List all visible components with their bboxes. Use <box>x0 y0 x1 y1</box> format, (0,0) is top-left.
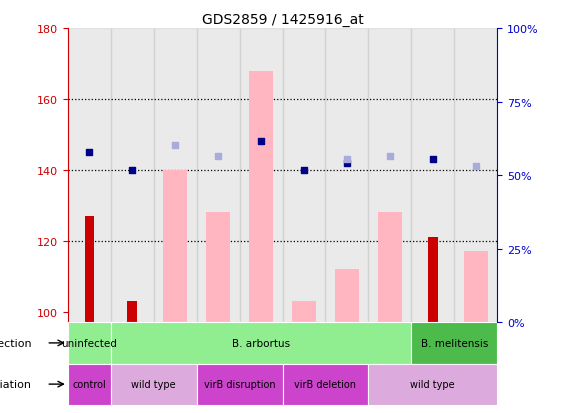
Point <box>385 153 394 159</box>
Bar <box>240 29 282 323</box>
Bar <box>85 216 94 323</box>
Bar <box>197 363 282 405</box>
Bar <box>428 237 437 323</box>
Point <box>171 142 180 149</box>
Bar <box>163 171 187 323</box>
Text: B. arbortus: B. arbortus <box>232 338 290 348</box>
Point <box>342 160 351 166</box>
Text: infection: infection <box>0 338 31 348</box>
Bar <box>464 252 488 323</box>
Bar <box>454 29 497 323</box>
Bar <box>249 71 273 323</box>
Text: virB deletion: virB deletion <box>294 379 357 389</box>
Point <box>214 153 223 159</box>
Point <box>428 157 437 163</box>
Point <box>85 150 94 156</box>
Text: virB disruption: virB disruption <box>204 379 275 389</box>
Point <box>342 157 351 163</box>
Bar <box>335 269 359 323</box>
Bar <box>111 29 154 323</box>
Bar <box>206 213 230 323</box>
Bar <box>368 29 411 323</box>
Text: control: control <box>72 379 106 389</box>
Point <box>257 139 266 145</box>
Bar <box>68 323 111 363</box>
Bar <box>282 363 368 405</box>
Point <box>299 167 308 174</box>
Bar <box>378 213 402 323</box>
Text: wild type: wild type <box>132 379 176 389</box>
Text: uninfected: uninfected <box>62 338 117 348</box>
Text: wild type: wild type <box>411 379 455 389</box>
Bar <box>325 29 368 323</box>
Point <box>471 164 480 170</box>
Bar <box>68 363 111 405</box>
Bar <box>197 29 240 323</box>
Text: genotype/variation: genotype/variation <box>0 379 31 389</box>
Bar <box>282 29 325 323</box>
Point <box>128 167 137 174</box>
Bar <box>128 301 137 323</box>
Bar <box>154 29 197 323</box>
Title: GDS2859 / 1425916_at: GDS2859 / 1425916_at <box>202 12 363 26</box>
Bar <box>411 29 454 323</box>
Bar <box>111 363 197 405</box>
Bar <box>111 323 411 363</box>
Text: B. melitensis: B. melitensis <box>420 338 488 348</box>
Bar <box>411 323 497 363</box>
Bar <box>292 301 316 323</box>
Bar <box>368 363 497 405</box>
Bar <box>68 29 111 323</box>
